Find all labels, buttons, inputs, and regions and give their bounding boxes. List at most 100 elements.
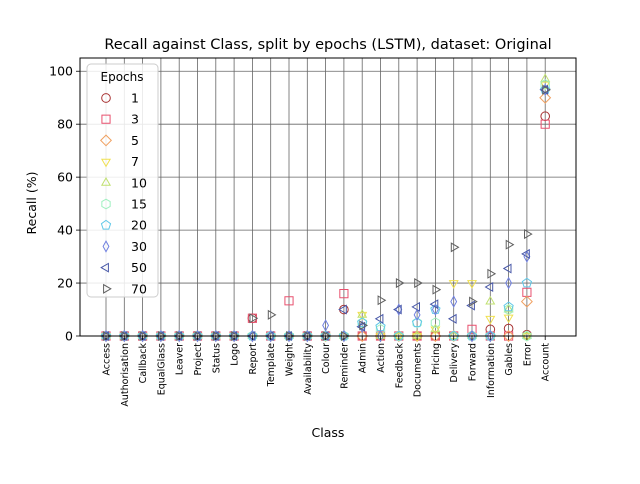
chart-title: Recall against Class, split by epochs (L… [104,37,551,53]
data-point [412,333,423,342]
data-point [520,295,533,308]
data-point [503,314,514,324]
data-point [449,330,459,342]
data-point [485,315,496,325]
x-tick-label: Access [102,343,113,376]
data-point [357,317,368,328]
legend-marker-3 [101,114,111,124]
data-point [395,278,405,289]
data-point [432,284,442,295]
x-tick-label: Account [541,343,552,382]
x-tick-label: Template [266,343,277,388]
data-point [430,326,441,336]
data-point [393,333,404,342]
data-point [485,295,496,305]
x-tick-label: Report [248,343,259,375]
data-point [503,323,514,334]
x-tick-label: EqualGlass [156,343,167,395]
data-point [521,248,530,259]
legend-frame [86,63,159,298]
legend-marker-20 [100,219,112,230]
data-point [249,313,259,324]
data-point [429,299,439,310]
data-point [247,313,257,323]
legend-marker-7 [100,158,112,168]
legend-title: Epochs [101,70,144,84]
legend-label: 70 [131,281,147,296]
data-point [430,317,441,329]
data-point [466,300,475,311]
data-point [485,324,496,335]
legend-label: 3 [131,112,139,127]
data-point [267,309,277,320]
x-tick-label: Error [522,343,533,366]
y-tick-label: 20 [57,276,73,291]
y-tick-label: 0 [65,329,73,344]
data-point [339,289,349,299]
data-point [484,281,494,293]
x-tick-label: Availability [303,343,314,395]
data-point [539,91,552,104]
legend: Epochs 1 3 5 7 10 15 20 30 50 70 [86,63,159,298]
x-tick-label: Project [193,343,204,376]
data-point [524,229,533,240]
data-point [466,280,478,289]
data-point [487,268,497,279]
x-tick-label: Status [211,343,222,373]
data-point [338,304,347,315]
data-point [502,263,512,274]
legend-marker-50 [100,262,109,273]
x-tick-label: Reminder [339,343,350,389]
data-point [413,308,421,322]
axes-layer: 0 20 40 60 80 100 Access Authorisation Callback E… [49,57,577,407]
data-point [522,330,532,342]
data-point [450,295,458,308]
data-point [429,330,442,342]
data-point [521,277,533,288]
x-tick-label: Gables [504,343,515,376]
x-tick-label: Admin [358,343,369,373]
x-tick-label: Weight [285,343,296,376]
x-tick-label: Callback [138,343,149,384]
data-point [377,329,384,343]
x-tick-label: Feedback [394,343,405,389]
legend-marker-70 [103,283,112,294]
y-axis-label: Recall (%) [24,172,39,235]
data-point [374,313,384,324]
data-point [414,278,423,289]
x-tick-label: Leaver [175,343,186,375]
data-point [430,323,441,333]
y-tick-label: 60 [57,170,73,185]
data-point [503,301,514,312]
data-point [411,317,423,328]
data-point [357,311,368,321]
x-axis-label: Class [312,425,345,440]
data-point [320,330,331,342]
data-point [539,84,549,95]
data-point [503,303,514,313]
legend-label: 1 [131,91,139,106]
data-point [447,313,457,324]
data-point [505,276,513,290]
legend-marker-1 [101,93,111,103]
x-tick-label: Delivery [449,343,460,383]
data-point [411,301,420,312]
legend-label: 20 [131,218,147,233]
data-point [392,304,402,315]
data-point [505,239,515,250]
data-point [540,73,551,83]
x-tick-label: Documents [413,343,424,397]
data-point [540,84,551,95]
data-point [450,242,460,253]
legend-label: 50 [131,260,147,275]
x-tick-label: Pricing [431,343,442,375]
data-point [540,119,550,129]
data-point [521,333,532,342]
data-point [359,320,368,331]
y-tick-label: 80 [57,117,73,132]
legend-label: 7 [131,154,139,169]
data-point [542,84,551,95]
x-tick-label: Action [376,343,387,373]
